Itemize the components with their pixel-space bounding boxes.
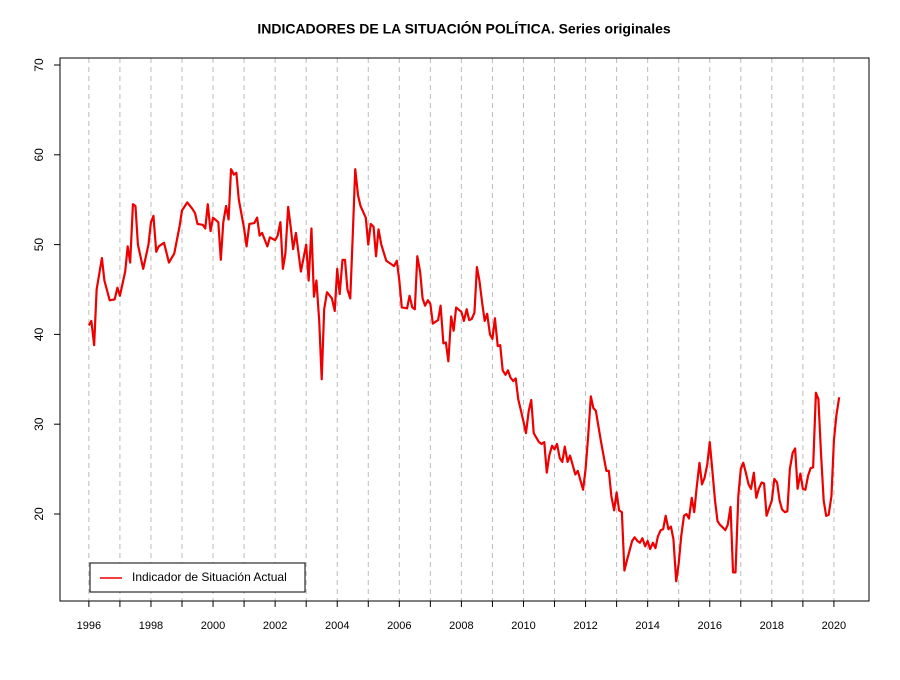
legend-box (89, 562, 306, 593)
x-tick-label: 2018 (760, 620, 784, 632)
y-tick-label: 30 (32, 417, 46, 431)
x-tick-label: 2008 (449, 620, 473, 632)
x-tick-label: 2014 (635, 620, 659, 632)
x-tick-label: 1996 (77, 620, 101, 632)
x-tick-label: 2012 (573, 620, 597, 632)
y-tick-label: 60 (32, 148, 46, 162)
x-tick-label: 2006 (387, 620, 411, 632)
plot-frame (59, 57, 870, 602)
x-tick-label: 2002 (263, 620, 287, 632)
y-tick-label: 20 (32, 507, 46, 521)
y-tick-label: 50 (32, 238, 46, 252)
x-tick-label: 2020 (822, 620, 846, 632)
x-tick-label: 2000 (201, 620, 225, 632)
y-tick-label: 70 (32, 58, 46, 72)
line-series (87, 168, 841, 583)
chart-title: INDICADORES DE LA SITUACIÓN POLÍTICA. Se… (257, 20, 671, 37)
x-tick-label: 2004 (325, 620, 349, 632)
y-tick-label: 40 (32, 327, 46, 341)
x-tick-label: 2010 (511, 620, 535, 632)
legend-label: Indicador de Situación Actual (132, 570, 287, 584)
x-tick-label: 1998 (139, 620, 163, 632)
x-tick-label: 2016 (698, 620, 722, 632)
